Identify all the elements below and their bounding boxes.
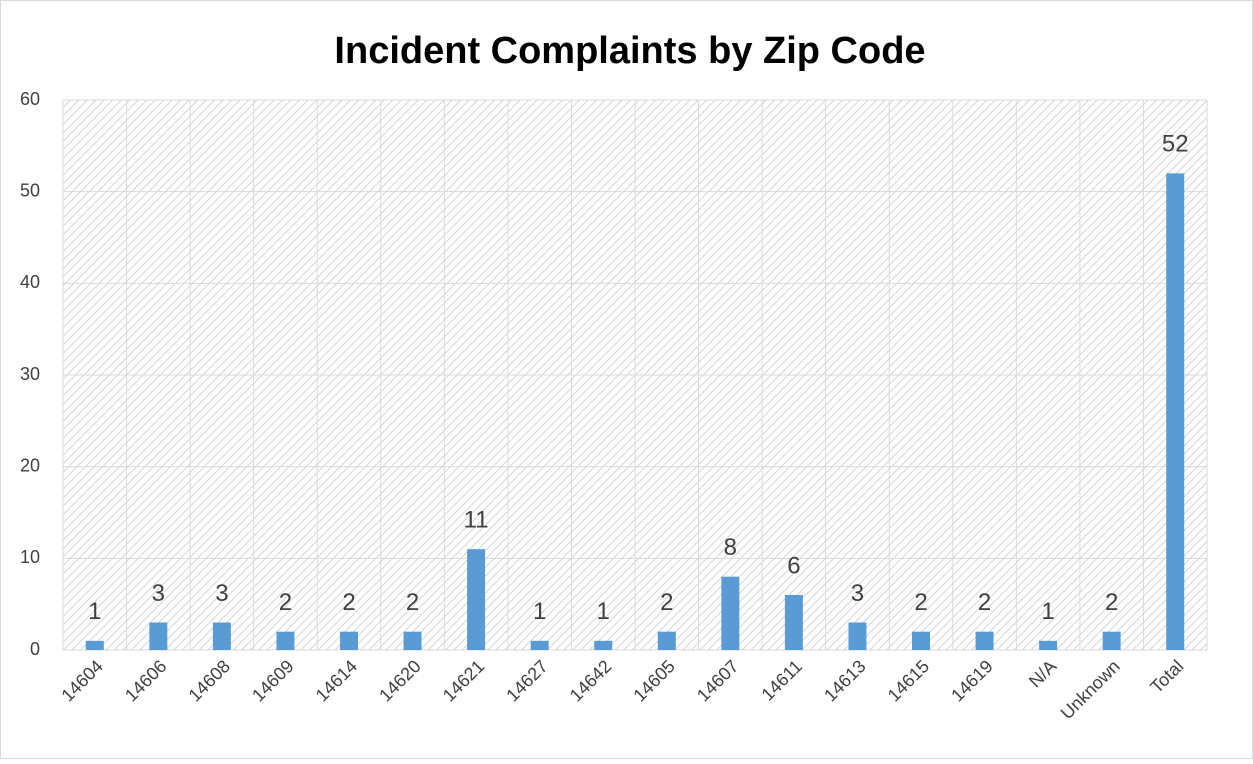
bar xyxy=(85,640,104,650)
data-label: 52 xyxy=(1162,131,1189,158)
data-label: 2 xyxy=(342,589,355,616)
y-tick-label: 50 xyxy=(20,180,40,200)
bar xyxy=(1166,173,1185,651)
data-label: 1 xyxy=(1041,598,1054,625)
data-label: 2 xyxy=(660,589,673,616)
bar xyxy=(1039,640,1058,650)
data-label: 3 xyxy=(851,580,864,607)
data-label: 11 xyxy=(464,507,489,534)
data-label: 6 xyxy=(787,552,800,579)
y-tick-label: 30 xyxy=(20,364,40,384)
bar xyxy=(1102,631,1121,650)
bar xyxy=(657,631,676,650)
data-label: 1 xyxy=(597,598,610,625)
data-label: 2 xyxy=(279,589,292,616)
data-label: 2 xyxy=(1105,589,1118,616)
y-tick-label: 0 xyxy=(30,639,40,659)
bar xyxy=(784,595,803,650)
bar xyxy=(975,631,994,650)
data-label: 3 xyxy=(152,580,165,607)
bar xyxy=(848,622,867,650)
bar xyxy=(212,622,231,650)
bar xyxy=(594,640,613,650)
bar xyxy=(721,576,740,650)
chart-title: Incident Complaints by Zip Code xyxy=(334,30,925,72)
data-label: 1 xyxy=(88,598,101,625)
data-label: 1 xyxy=(533,598,546,625)
y-tick-label: 40 xyxy=(20,272,40,292)
bar xyxy=(340,631,358,650)
bar xyxy=(403,631,422,650)
bar xyxy=(149,622,168,650)
data-label: 3 xyxy=(215,580,228,607)
data-label: 2 xyxy=(406,589,419,616)
bar xyxy=(276,631,295,650)
data-label: 2 xyxy=(914,589,927,616)
y-tick-label: 60 xyxy=(20,89,40,109)
bar xyxy=(912,631,930,650)
bar xyxy=(530,640,549,650)
y-tick-label: 20 xyxy=(20,455,40,475)
y-tick-label: 10 xyxy=(20,547,40,567)
bar xyxy=(467,549,486,650)
data-label: 8 xyxy=(724,534,737,561)
data-label: 2 xyxy=(978,589,991,616)
